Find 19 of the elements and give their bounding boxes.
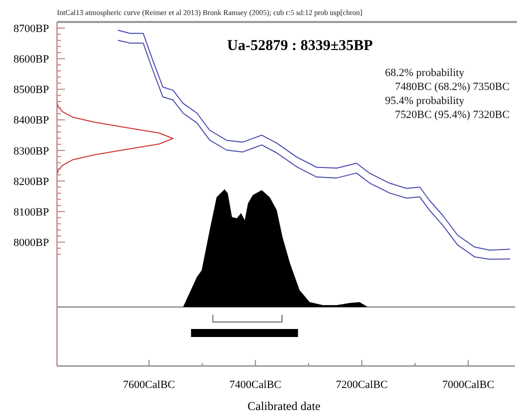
x-tick-label: 7000CalBC <box>442 379 494 391</box>
y-tick-label: 8300BP <box>14 145 49 158</box>
y-tick-label: 8100BP <box>14 206 49 218</box>
y-tick-label: 8000BP <box>14 237 49 250</box>
annotation: 7520BC (95.4%) 7320BC <box>395 109 510 121</box>
text: Ua-52879 : 8339±35BP <box>227 38 373 54</box>
x-tick-label: 7400CalBC <box>229 379 282 391</box>
y-tick-label: 8700BP <box>14 22 49 35</box>
x-tick-label: 7600CalBC <box>123 379 175 391</box>
x-axis-title: Calibrated date <box>248 399 320 413</box>
y-tick-label: 8400BP <box>14 114 49 127</box>
y-tick-label: 8500BP <box>14 84 49 96</box>
y-tick-label: 8200BP <box>14 176 49 188</box>
y-tick-label: 8600BP <box>14 54 49 66</box>
annotation: 7480BC (68.2%) 7350BC <box>395 81 510 93</box>
x-tick-label: 7200CalBC <box>336 379 388 391</box>
line-series <box>56 101 174 176</box>
annotation: 95.4% probability <box>385 95 465 107</box>
annotation: 68.2% probability <box>385 67 465 79</box>
